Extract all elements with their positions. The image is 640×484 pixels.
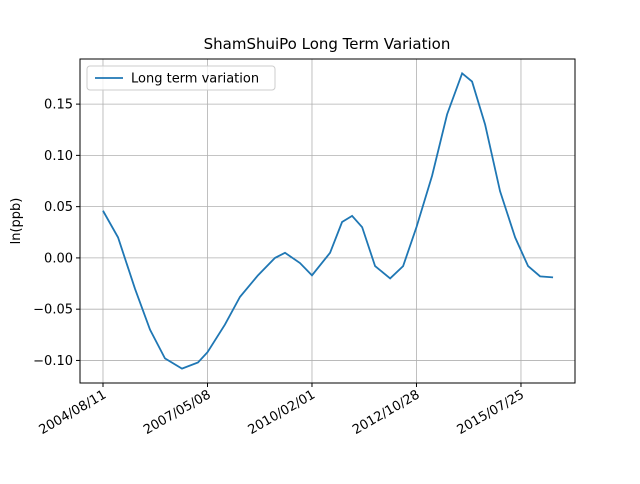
legend-box	[86, 65, 276, 91]
legend-label: Long term variation	[131, 72, 259, 87]
y-tick-label: 0.05	[44, 200, 73, 215]
y-tick-label: −0.05	[33, 303, 73, 318]
x-tick-label: 2010/02/01	[246, 387, 318, 437]
plot-frame	[79, 58, 576, 384]
chart-title: ShamShuiPo Long Term Variation	[204, 35, 451, 53]
y-axis-label: ln(ppb)	[9, 198, 24, 245]
y-tick-label: −0.10	[33, 354, 73, 369]
y-tick-label: 0.10	[44, 149, 73, 164]
y-tick-label: 0.15	[44, 98, 73, 113]
x-tick-label: 2015/07/25	[455, 387, 527, 437]
x-tick-label: 2012/10/28	[350, 387, 422, 437]
line	[102, 71, 554, 370]
x-tick-label: 2004/08/11	[37, 387, 109, 437]
x-tick-label: 2007/05/08	[141, 387, 213, 437]
y-tick-label: 0.00	[44, 251, 73, 266]
